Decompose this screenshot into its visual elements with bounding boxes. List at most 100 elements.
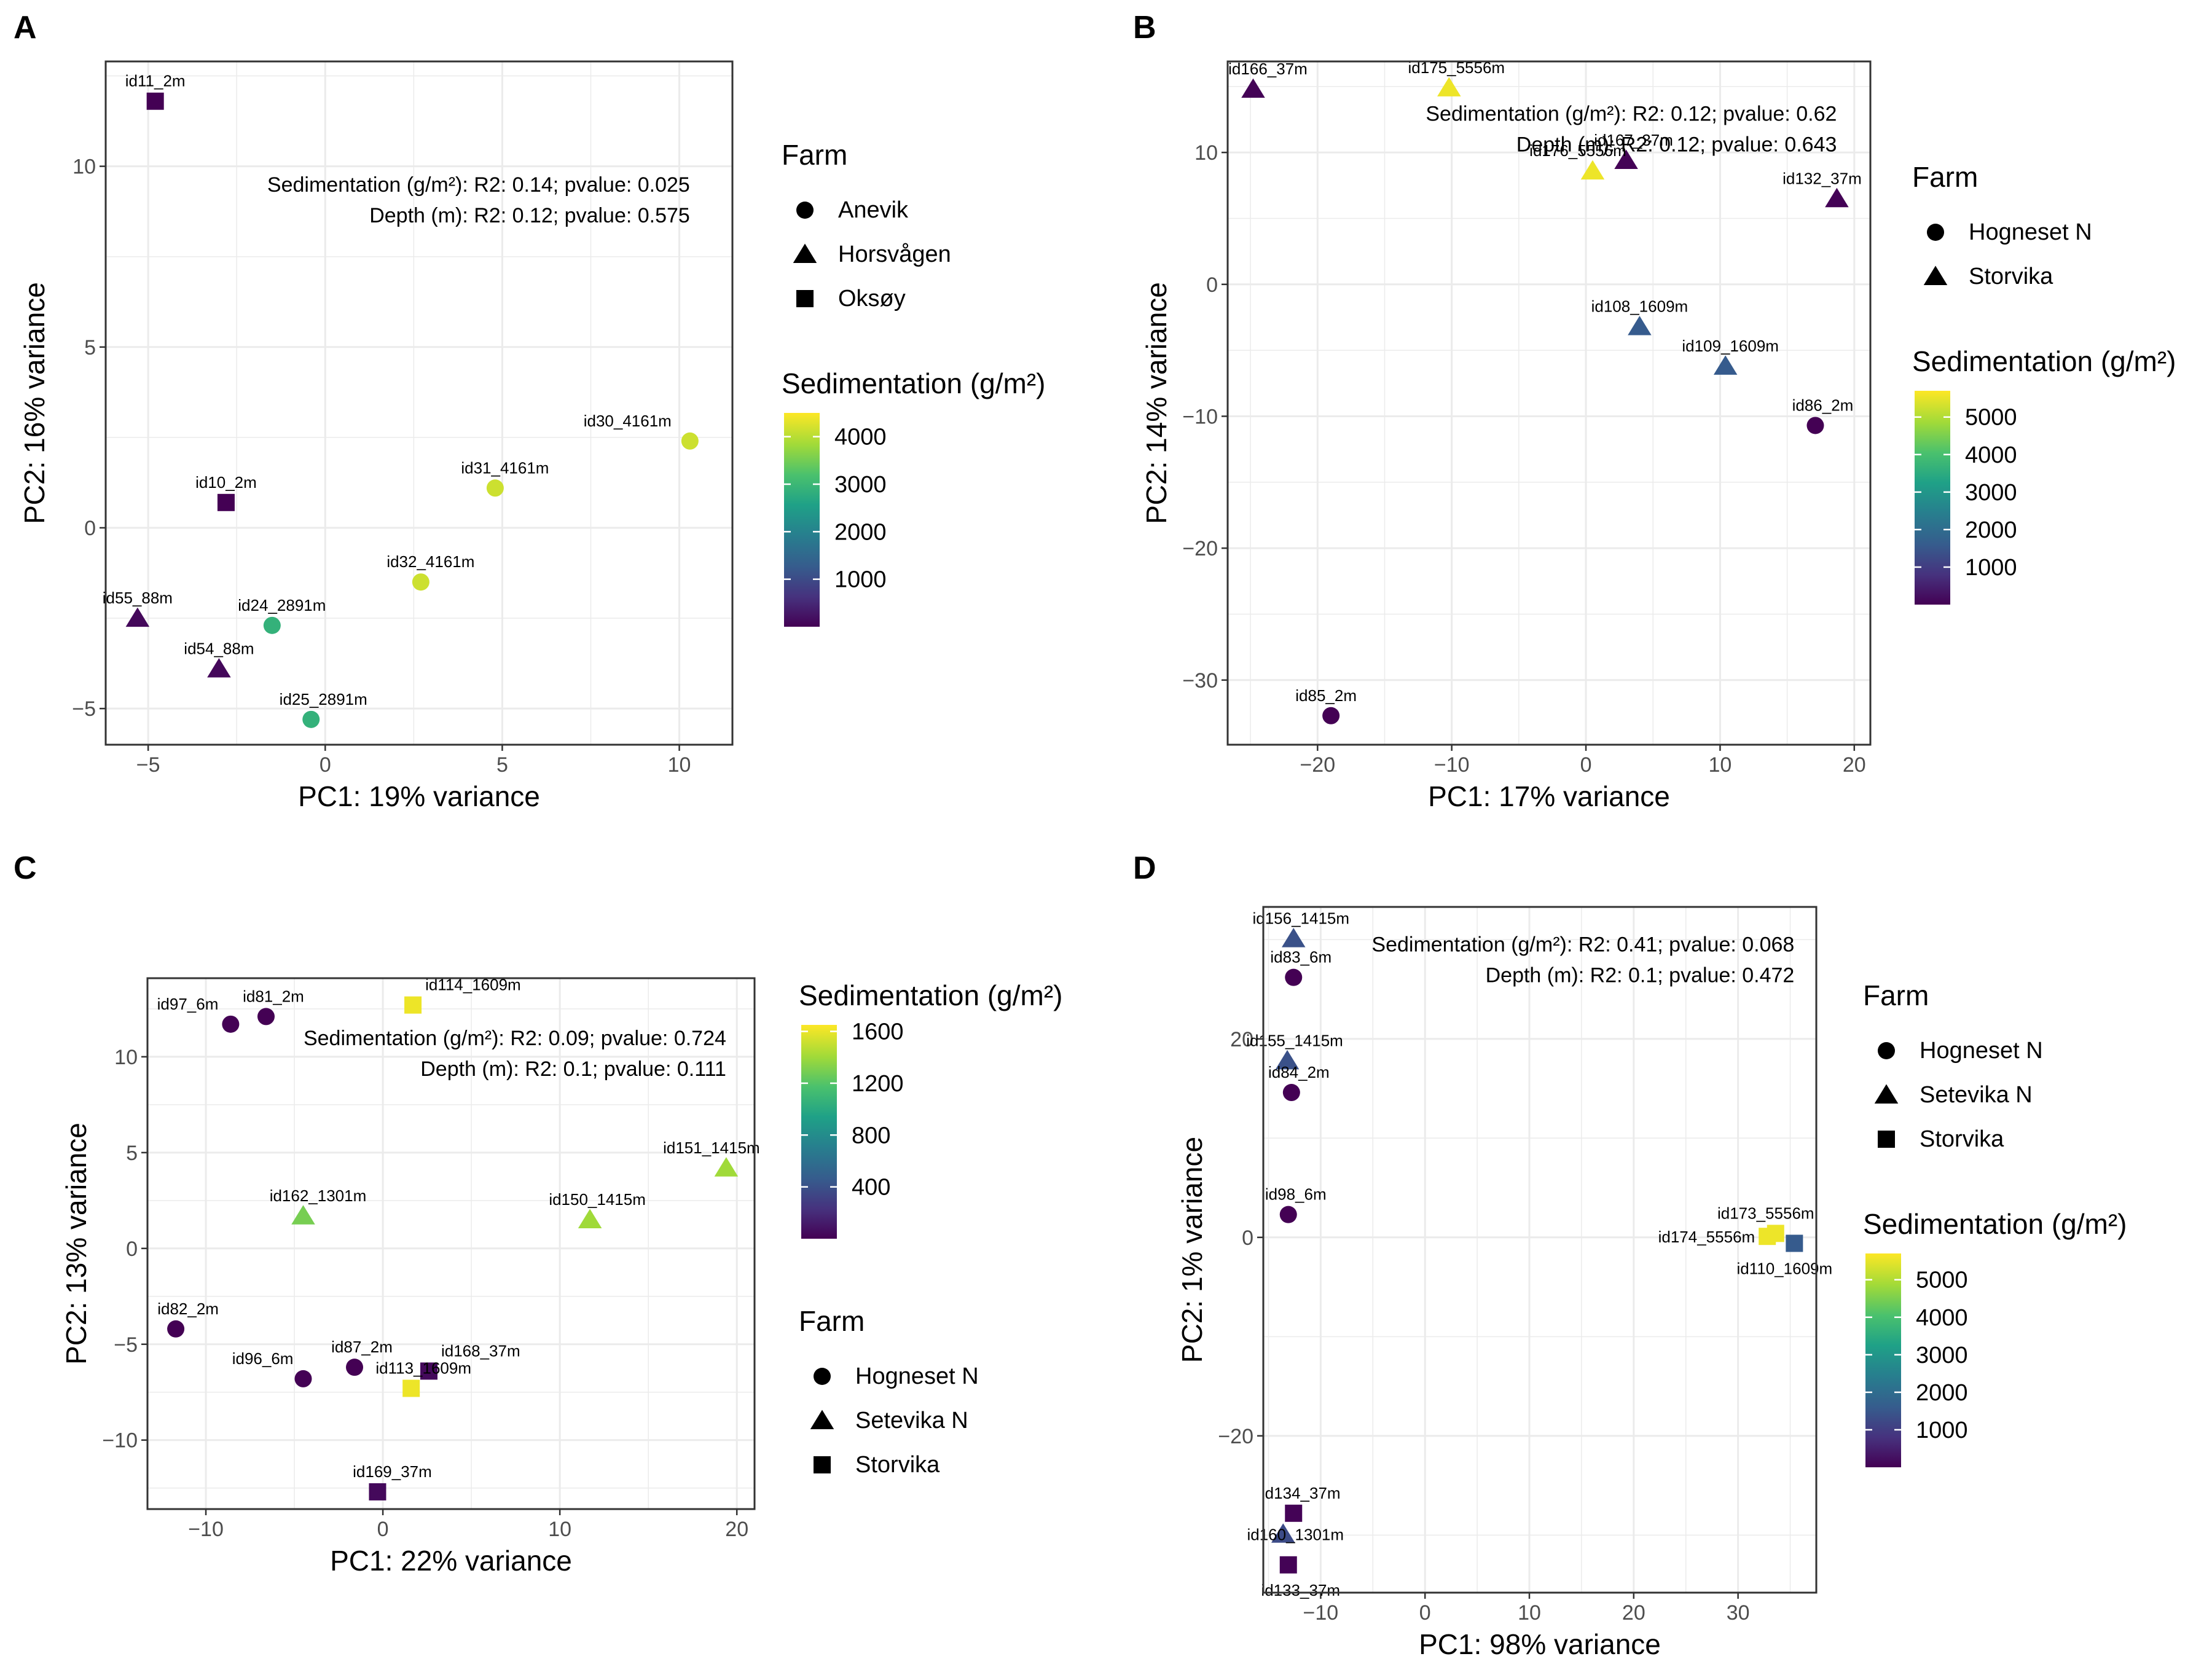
plot-border: [1262, 906, 1818, 1594]
x-tick-label: 10: [548, 1518, 571, 1541]
point-label: id31_4161m: [461, 458, 549, 477]
shape-legend-label: Setevika N: [855, 1408, 968, 1433]
point-label: id86_2m: [1792, 396, 1854, 414]
shape-legend-title: Farm: [1863, 979, 1929, 1011]
y-tick-label: 10: [1194, 141, 1218, 165]
data-point: [1282, 1084, 1300, 1102]
x-tick-label: 10: [1709, 753, 1732, 777]
data-point: [420, 1362, 437, 1380]
y-tick-label: −20: [1182, 537, 1218, 560]
point-label: id87_2m: [331, 1338, 393, 1356]
point-label: id156_1415m: [1252, 909, 1349, 928]
y-tick-label: 5: [126, 1142, 138, 1165]
legend-shape-key: [796, 290, 814, 307]
x-tick-label: 20: [725, 1518, 748, 1541]
data-point: [1241, 78, 1265, 98]
y-tick-label: 0: [84, 517, 96, 540]
point-label: id109_1609m: [1682, 337, 1779, 355]
color-legend: Sedimentation (g/m²) 1000 2000 3000 4000 5000: [1912, 345, 2176, 605]
data-point: [1437, 77, 1461, 96]
data-point: [1786, 1234, 1803, 1252]
colorbar: [1865, 1253, 1901, 1467]
shape-legend-title: Farm: [782, 139, 847, 171]
panel-label: C: [14, 850, 37, 886]
legend-shape-key: [814, 1456, 831, 1473]
colorbar-tick-label: 1000: [1965, 555, 2017, 581]
data-points: [167, 996, 739, 1500]
colorbar-tick-label: 3000: [1916, 1343, 1968, 1368]
point-label: id167_37m: [1594, 131, 1673, 149]
panel-label: B: [1133, 10, 1156, 45]
data-point: [263, 616, 281, 634]
data-point: [1759, 1228, 1776, 1245]
legend-shape-key: [814, 1368, 831, 1385]
data-point: [369, 1483, 386, 1500]
y-tick-label: −20: [1218, 1425, 1253, 1448]
shape-legend: Farm Hogneset N Setevika N Storvika: [799, 1305, 979, 1478]
x-axis-title: PC1: 17% variance: [1428, 780, 1670, 812]
panel-label: D: [1133, 850, 1156, 886]
point-label: id55_88m: [103, 589, 173, 607]
colorbar: [1915, 391, 1950, 605]
shape-legend-label: Hogneset N: [855, 1363, 979, 1389]
point-label: id25_2891m: [280, 690, 367, 708]
point-label: id132_37m: [1783, 169, 1862, 187]
data-point: [207, 657, 231, 678]
colorbar-tick-label: 4000: [834, 425, 887, 450]
x-tick-label: −10: [188, 1518, 224, 1541]
stats-annotation: Depth (m): R2: 0.12; pvalue: 0.643: [1516, 133, 1837, 157]
point-label: id160_1301m: [1247, 1526, 1344, 1544]
point-label: id155_1415m: [1246, 1031, 1343, 1049]
point-label: id174_5556m: [1658, 1228, 1755, 1246]
point-label: id11_2m: [125, 72, 186, 90]
data-point: [257, 1008, 275, 1026]
x-axis-title: PC1: 19% variance: [298, 780, 540, 812]
point-label: id166_37m: [1228, 60, 1308, 78]
point-label: id150_1415m: [549, 1190, 646, 1209]
y-tick-label: −10: [1182, 405, 1218, 428]
colorbar-tick-label: 800: [852, 1123, 890, 1148]
point-label: id98_6m: [1265, 1185, 1327, 1204]
data-points: [1271, 928, 1803, 1574]
colorbar-tick-label: 4000: [1916, 1305, 1968, 1331]
stats-annotation: Sedimentation (g/m²): R2: 0.14; pvalue: …: [267, 173, 690, 197]
data-point: [1825, 187, 1849, 208]
shape-legend-title: Farm: [799, 1305, 865, 1337]
point-label: id32_4161m: [386, 552, 474, 571]
x-tick-label: 20: [1843, 753, 1866, 777]
data-point: [1285, 968, 1303, 986]
color-legend-title: Sedimentation (g/m²): [782, 367, 1046, 399]
legend-shape-key: [1923, 265, 1948, 285]
data-point: [346, 1359, 364, 1376]
y-tick-label: −30: [1182, 669, 1218, 692]
point-label: id169_37m: [353, 1462, 432, 1481]
x-tick-label: 0: [377, 1518, 389, 1541]
colorbar-tick-label: 5000: [1965, 405, 2017, 431]
stats-annotation: Sedimentation (g/m²): R2: 0.12; pvalue: …: [1426, 103, 1837, 126]
y-tick-label: 20: [1230, 1028, 1253, 1051]
colorbar-tick-label: 1200: [852, 1071, 904, 1097]
plot-border: [146, 977, 756, 1510]
point-label: id97_6m: [157, 995, 219, 1013]
legend-shape-key: [1927, 224, 1944, 241]
stats-annotation: Sedimentation (g/m²): R2: 0.41; pvalue: …: [1371, 933, 1794, 957]
shape-legend-label: Anevik: [838, 197, 909, 223]
colorbar-tick-label: 3000: [834, 472, 887, 498]
shape-legend: Farm Anevik Horsvågen Oksøy: [782, 139, 951, 312]
x-tick-label: 20: [1622, 1601, 1645, 1625]
shape-legend-label: Hogneset N: [1920, 1038, 2043, 1064]
point-label: id30_4161m: [584, 412, 672, 430]
data-point: [294, 1370, 312, 1387]
shape-legend-label: Storvika: [1969, 264, 2053, 289]
data-point: [1279, 1556, 1297, 1574]
shape-legend-label: Storvika: [855, 1452, 940, 1478]
stats-annotation: Depth (m): R2: 0.1; pvalue: 0.111: [420, 1057, 726, 1081]
point-label: id134_37m: [1261, 1484, 1341, 1502]
colorbar-tick-label: 1000: [1916, 1418, 1968, 1443]
x-tick-label: −10: [1434, 753, 1470, 777]
shape-legend-title: Farm: [1912, 161, 1978, 193]
data-point: [714, 1157, 739, 1177]
data-point: [404, 996, 422, 1014]
panel-label: A: [14, 10, 37, 45]
